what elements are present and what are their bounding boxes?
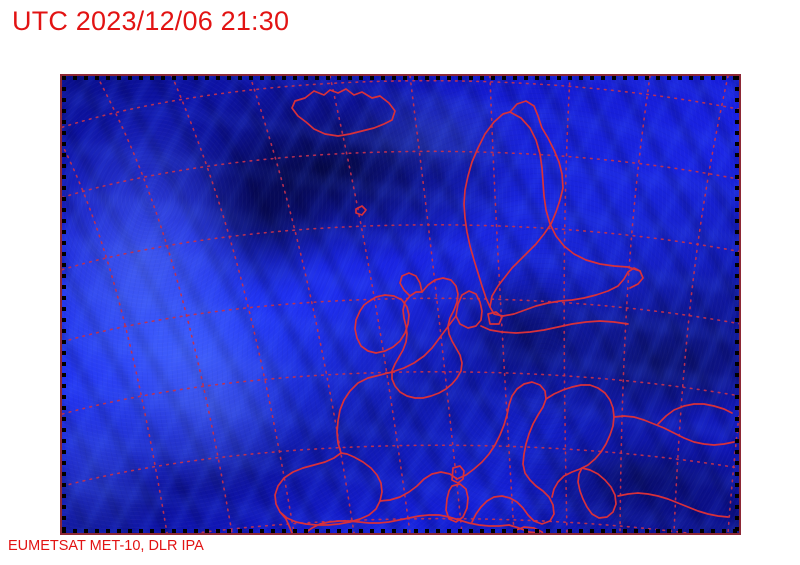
graticule-parallels (62, 79, 739, 533)
coastline-iberia (274, 452, 383, 526)
coastline-faroe (355, 205, 367, 216)
coastline-finland (509, 111, 641, 272)
satellite-image-frame (60, 74, 741, 535)
coastline-scandinavia (489, 100, 644, 317)
coastline-ireland (354, 294, 410, 354)
coastline-baltic-south (480, 320, 629, 334)
satellite-image-canvas (62, 76, 739, 533)
coastline-scotland-northwest (399, 272, 423, 297)
coastline-france-south (379, 471, 458, 502)
map-overlay (62, 76, 739, 533)
credit-caption: EUMETSAT MET-10, DLR IPA (8, 538, 204, 554)
coastline-iceland (291, 88, 396, 137)
timestamp-title: UTC 2023/12/06 21:30 (12, 6, 290, 36)
coastline-zealand (487, 311, 503, 325)
coastline-italy (456, 381, 555, 525)
coastline-balkans (545, 384, 615, 498)
coastline-greece (577, 467, 617, 519)
coastline-denmark (455, 290, 483, 329)
coastline-sicily (513, 526, 544, 533)
coastline-corsica (451, 465, 465, 484)
coastline-black-sea (657, 403, 733, 425)
coastline-turkey (613, 415, 735, 446)
coastline-turkey-south (617, 492, 729, 518)
graticule-meridians (62, 76, 739, 533)
coastlines (274, 88, 735, 533)
coastline-great-britain (391, 277, 463, 399)
coastline-maghreb (304, 514, 510, 533)
coastline-sweden-east (463, 111, 511, 308)
coastline-northsea-france (336, 315, 457, 454)
